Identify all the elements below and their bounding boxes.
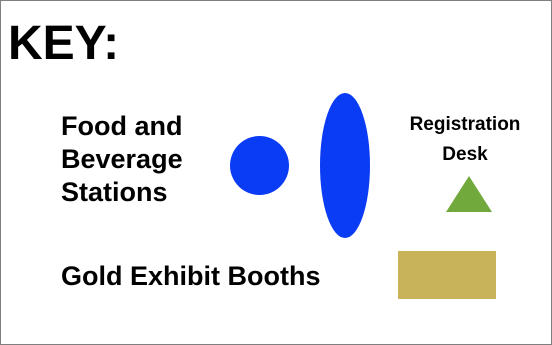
food-station-circle-symbol — [230, 136, 289, 195]
registration-label-line-1: Registration — [409, 114, 521, 135]
registration-label-line-2: Desk — [442, 144, 488, 165]
food-station-ellipse-symbol — [320, 93, 370, 238]
food-beverage-label-line-2: Beverage — [61, 144, 183, 174]
food-beverage-label-line-1: Food and — [61, 111, 183, 141]
gold-exhibit-booths-label: Gold Exhibit Booths — [61, 261, 321, 291]
key-title: KEY: — [8, 17, 120, 70]
registration-desk-triangle-symbol — [446, 176, 492, 212]
food-beverage-label-line-3: Stations — [61, 177, 168, 207]
food-beverage-label: Food and Beverage Stations — [61, 110, 183, 209]
gold-exhibit-booth-rectangle-symbol — [398, 251, 496, 299]
registration-desk-label: Registration Desk — [380, 110, 550, 170]
